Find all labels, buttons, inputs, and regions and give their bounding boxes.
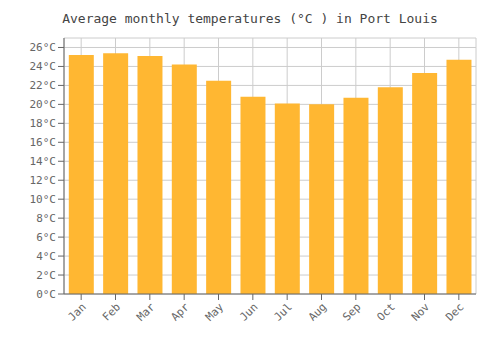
svg-text:26°C: 26°C bbox=[30, 41, 57, 54]
svg-text:Sep: Sep bbox=[340, 300, 363, 323]
svg-text:Aug: Aug bbox=[306, 300, 329, 323]
html-text:Average monthly temperatures (: Average monthly temperatures (°C ) in Po… bbox=[62, 11, 438, 26]
svg-text:Mar: Mar bbox=[134, 300, 158, 324]
svg-text:12°C: 12°C bbox=[30, 174, 57, 187]
svg-text:24°C: 24°C bbox=[30, 60, 57, 73]
svg-text:Dec: Dec bbox=[443, 300, 466, 323]
svg-text:0°C: 0°C bbox=[36, 288, 56, 301]
svg-text:Oct: Oct bbox=[375, 300, 398, 323]
svg-text:8°C: 8°C bbox=[36, 212, 56, 225]
svg-text:2°C: 2°C bbox=[36, 269, 56, 282]
svg-text:Jun: Jun bbox=[237, 300, 260, 323]
svg-text:6°C: 6°C bbox=[36, 231, 56, 244]
svg-text:Jul: Jul bbox=[272, 300, 295, 323]
svg-text:Nov: Nov bbox=[409, 300, 433, 324]
svg-text:20°C: 20°C bbox=[30, 98, 57, 111]
svg-text:22°C: 22°C bbox=[30, 79, 57, 92]
svg-text:10°C: 10°C bbox=[30, 193, 57, 206]
svg-text:16°C: 16°C bbox=[30, 136, 57, 149]
svg-text:14°C: 14°C bbox=[30, 155, 57, 168]
svg-text:18°C: 18°C bbox=[30, 117, 57, 130]
svg-text:Apr: Apr bbox=[169, 300, 193, 324]
svg-text:Feb: Feb bbox=[100, 300, 123, 323]
svg-text:Jan: Jan bbox=[66, 300, 89, 323]
svg-text:4°C: 4°C bbox=[36, 250, 56, 263]
svg-text:May: May bbox=[203, 300, 227, 324]
